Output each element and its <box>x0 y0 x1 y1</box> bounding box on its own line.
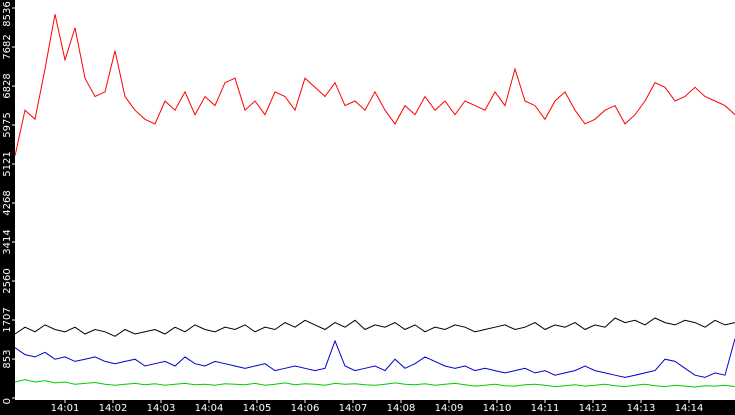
x-tick-label: 14:05 <box>243 403 272 414</box>
y-tick-label: 1707 <box>2 307 13 332</box>
y-tick-label: 5121 <box>2 151 13 176</box>
y-tick-label: 4268 <box>2 190 13 215</box>
x-tick-label: 14:13 <box>627 403 656 414</box>
y-tick-label: 6828 <box>2 73 13 98</box>
x-tick-label: 14:14 <box>675 403 704 414</box>
x-tick-label: 14:04 <box>195 403 224 414</box>
series-line <box>14 338 735 378</box>
y-tick-label: 7682 <box>2 34 13 59</box>
series-line <box>14 379 735 388</box>
x-tick-label: 14:10 <box>483 403 512 414</box>
x-tick-label: 14:07 <box>339 403 368 414</box>
series-line <box>14 317 735 337</box>
x-tick-label: 14:02 <box>99 403 128 414</box>
y-tick-label: 5975 <box>2 112 13 137</box>
x-tick-label: 14:09 <box>435 403 464 414</box>
y-tick-label: 3414 <box>2 229 13 254</box>
y-tick-label: 853 <box>2 349 13 368</box>
x-tick-label: 14:03 <box>147 403 176 414</box>
x-tick-label: 14:06 <box>291 403 320 414</box>
x-tick-label: 14:01 <box>51 403 80 414</box>
y-tick-label: 0 <box>2 398 13 404</box>
y-tick-label: 2560 <box>2 268 13 293</box>
x-tick-label: 14:08 <box>387 403 416 414</box>
x-axis-strip <box>0 400 735 415</box>
y-tick-label: 8536 <box>2 1 13 26</box>
series-line <box>14 14 735 156</box>
x-tick-label: 14:12 <box>579 403 608 414</box>
x-tick-label: 14:11 <box>531 403 560 414</box>
y-axis-strip <box>0 0 15 415</box>
